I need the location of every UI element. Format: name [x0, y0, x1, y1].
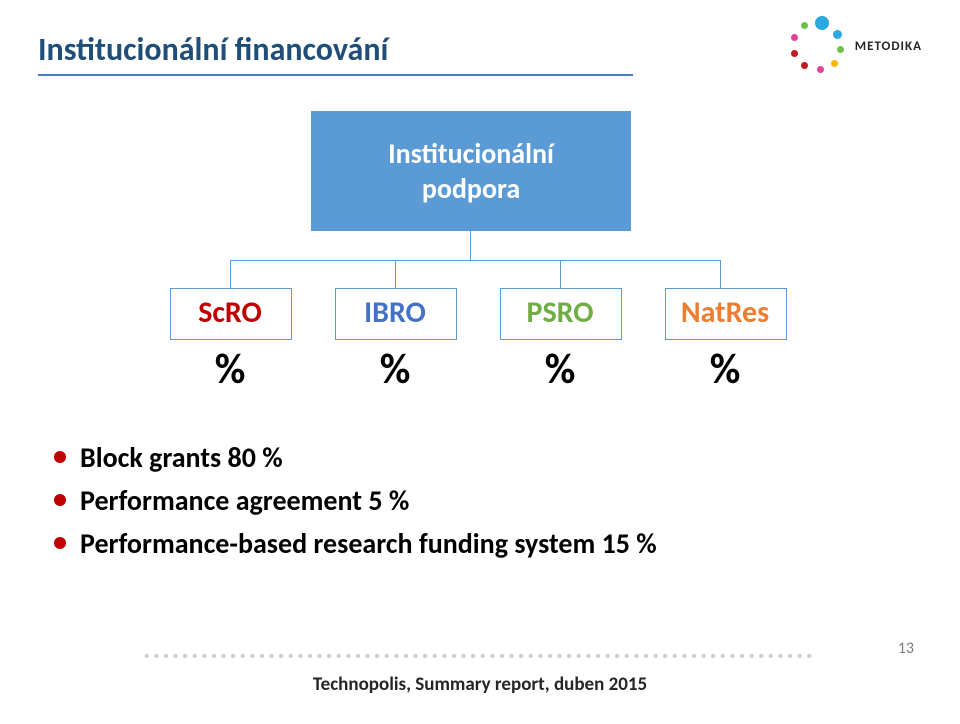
connector-line	[395, 260, 396, 288]
orgchart-parent-text: Institucionální podpora	[388, 136, 554, 206]
logo-dot	[831, 60, 838, 67]
logo-dot	[817, 66, 824, 73]
connector-line	[560, 260, 561, 288]
bullet-text: Performance-based research funding syste…	[80, 526, 657, 561]
logo-dot	[815, 16, 829, 30]
logo-dot	[833, 30, 842, 39]
bullet-text: Block grants 80 %	[80, 440, 283, 475]
parent-line2: podpora	[422, 171, 520, 206]
bullet-text: Performance agreement 5 %	[80, 483, 409, 518]
bullet-dot-icon	[54, 451, 66, 463]
title-underline	[38, 74, 633, 76]
slide: METODIKA Institucionální financování Ins…	[0, 0, 960, 724]
bullet-list: Block grants 80 % Performance agreement 5…	[54, 440, 874, 569]
orgchart-child-label-scro: ScRO	[170, 294, 290, 331]
footer-dots: ••••••••••••••••••••••••••••••••••••••••…	[0, 648, 960, 666]
parent-line1: Institucionální	[388, 136, 554, 171]
logo-word: METODIKA	[855, 39, 922, 54]
connector-line	[230, 260, 231, 288]
orgchart-child-label-natres: NatRes	[665, 294, 785, 331]
orgchart-child-percent-scro: %	[170, 344, 290, 395]
logo-ring	[787, 16, 847, 76]
orgchart-child-label-psro: PSRO	[500, 294, 620, 331]
logo-dot	[801, 22, 808, 29]
page-number: 13	[898, 639, 914, 658]
logo-dot	[801, 62, 808, 69]
bullet-item: Block grants 80 %	[54, 440, 874, 475]
slide-title: Institucionální financování	[38, 30, 388, 69]
logo-metodika: METODIKA	[787, 16, 922, 76]
bullet-item: Performance agreement 5 %	[54, 483, 874, 518]
bullet-item: Performance-based research funding syste…	[54, 526, 874, 561]
orgchart-child-percent-ibro: %	[335, 344, 455, 395]
logo-dot	[837, 46, 844, 53]
connector-line	[720, 260, 721, 288]
footer-citation: Technopolis, Summary report, duben 2015	[0, 673, 960, 696]
orgchart-child-percent-natres: %	[665, 344, 785, 395]
bullet-dot-icon	[54, 537, 66, 549]
orgchart-parent: Institucionální podpora	[310, 110, 632, 232]
logo-dot	[791, 34, 798, 41]
orgchart-child-percent-psro: %	[500, 344, 620, 395]
connector-line	[230, 260, 720, 261]
orgchart-child-label-ibro: IBRO	[335, 294, 455, 331]
logo-dot	[791, 50, 798, 57]
bullet-dot-icon	[54, 494, 66, 506]
connector-line	[470, 230, 471, 260]
